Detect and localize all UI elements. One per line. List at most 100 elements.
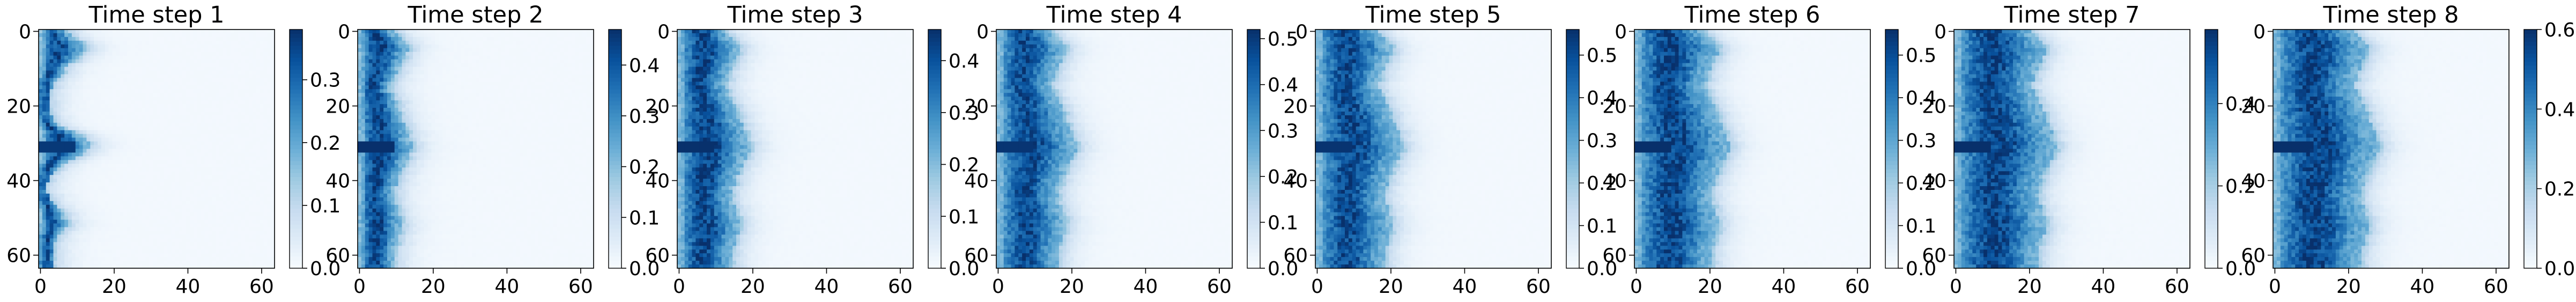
heatmap-cell (138, 48, 143, 53)
heatmap-cell (182, 130, 187, 135)
heatmap-cell (182, 234, 187, 239)
heatmap-cell (193, 152, 198, 157)
heatmap-cell (179, 55, 183, 60)
heatmap-cell (105, 126, 109, 131)
heatmap-cell (216, 189, 220, 194)
heatmap-cell (571, 59, 576, 64)
heatmap-cell (216, 33, 220, 38)
heatmap-cell (472, 48, 476, 53)
heatmap-cell (123, 30, 128, 34)
heatmap-cell (83, 253, 87, 257)
heatmap-cell (130, 264, 135, 269)
heatmap-cell (267, 167, 271, 172)
heatmap-cell (164, 85, 168, 90)
heatmap-cell (142, 171, 146, 175)
heatmap-cell (57, 111, 61, 116)
heatmap-cell (153, 104, 157, 108)
heatmap-cell (101, 167, 106, 172)
heatmap-cell (252, 126, 257, 131)
heatmap-cell (61, 97, 65, 101)
heatmap-cell (238, 261, 242, 265)
heatmap-cell (420, 36, 425, 41)
heatmap-cell (153, 63, 157, 68)
heatmap-cell (68, 186, 72, 190)
heatmap-cell (138, 149, 143, 153)
heatmap-cell (446, 44, 450, 49)
heatmap-cell (226, 227, 231, 232)
heatmap-cell (153, 160, 157, 164)
heatmap-cell (267, 89, 271, 93)
heatmap-cell (164, 167, 168, 172)
heatmap-cell (248, 264, 253, 269)
heatmap-cell (64, 115, 69, 120)
heatmap-cell (160, 231, 165, 235)
heatmap-cell (123, 234, 128, 239)
heatmap-cell (53, 201, 57, 205)
heatmap-cell (149, 30, 153, 34)
heatmap-cell (219, 179, 224, 183)
heatmap-cell (226, 134, 231, 138)
heatmap-cell (464, 36, 469, 41)
heatmap-cell (83, 204, 87, 209)
heatmap-cell (248, 134, 253, 138)
heatmap-cell (149, 145, 153, 150)
heatmap-cell (134, 145, 139, 150)
heatmap-cell (189, 219, 194, 224)
heatmap-cell (49, 111, 54, 116)
heatmap-cell (238, 152, 242, 157)
heatmap-cell (116, 55, 120, 60)
heatmap-cell (216, 238, 220, 242)
heatmap-cell (394, 51, 399, 56)
heatmap-cell (86, 164, 91, 168)
heatmap-cell (248, 119, 253, 123)
heatmap-cell (179, 152, 183, 157)
heatmap-cell (105, 249, 109, 254)
heatmap-cell (271, 141, 275, 146)
heatmap-cell (193, 82, 198, 86)
heatmap-cell (71, 149, 76, 153)
heatmap-cell (238, 242, 242, 246)
heatmap-cell (230, 201, 234, 205)
heatmap-cell (223, 51, 227, 56)
heatmap-cell (238, 111, 242, 116)
heatmap-cell (123, 238, 128, 242)
heatmap-cell (238, 126, 242, 131)
heatmap-cell (171, 193, 175, 198)
heatmap-cell (226, 89, 231, 93)
heatmap-cell (409, 48, 413, 53)
heatmap-cell (590, 63, 594, 68)
heatmap-cell (101, 152, 106, 157)
heatmap-cell (182, 231, 187, 235)
heatmap-cell (105, 59, 109, 64)
heatmap-cell (61, 145, 65, 150)
heatmap-cell (212, 55, 216, 60)
heatmap-cell (53, 126, 57, 131)
heatmap-cell (79, 149, 84, 153)
heatmap-cell (241, 249, 246, 254)
heatmap-cell (42, 108, 47, 112)
heatmap-cell (208, 249, 212, 254)
heatmap-cell (230, 238, 234, 242)
heatmap-cell (153, 234, 157, 239)
heatmap-cell (79, 175, 84, 179)
heatmap-cell (260, 257, 264, 261)
heatmap-cell (123, 134, 128, 138)
heatmap-cell (175, 97, 179, 101)
heatmap-cell (212, 63, 216, 68)
heatmap-cell (130, 253, 135, 257)
heatmap-cell (245, 33, 249, 38)
heatmap-cell (134, 208, 139, 213)
heatmap-cell (241, 264, 246, 269)
heatmap-cell (120, 204, 124, 209)
heatmap-cell (557, 33, 561, 38)
heatmap-cell (267, 119, 271, 123)
heatmap-cell (164, 171, 168, 175)
heatmap-cell (535, 48, 539, 53)
heatmap-cell (108, 201, 113, 205)
heatmap-cell (538, 33, 543, 38)
heatmap-cell (83, 137, 87, 142)
heatmap-cell (252, 261, 257, 265)
heatmap-cell (267, 33, 271, 38)
heatmap-cell (368, 70, 373, 75)
heatmap-cell (579, 33, 583, 38)
